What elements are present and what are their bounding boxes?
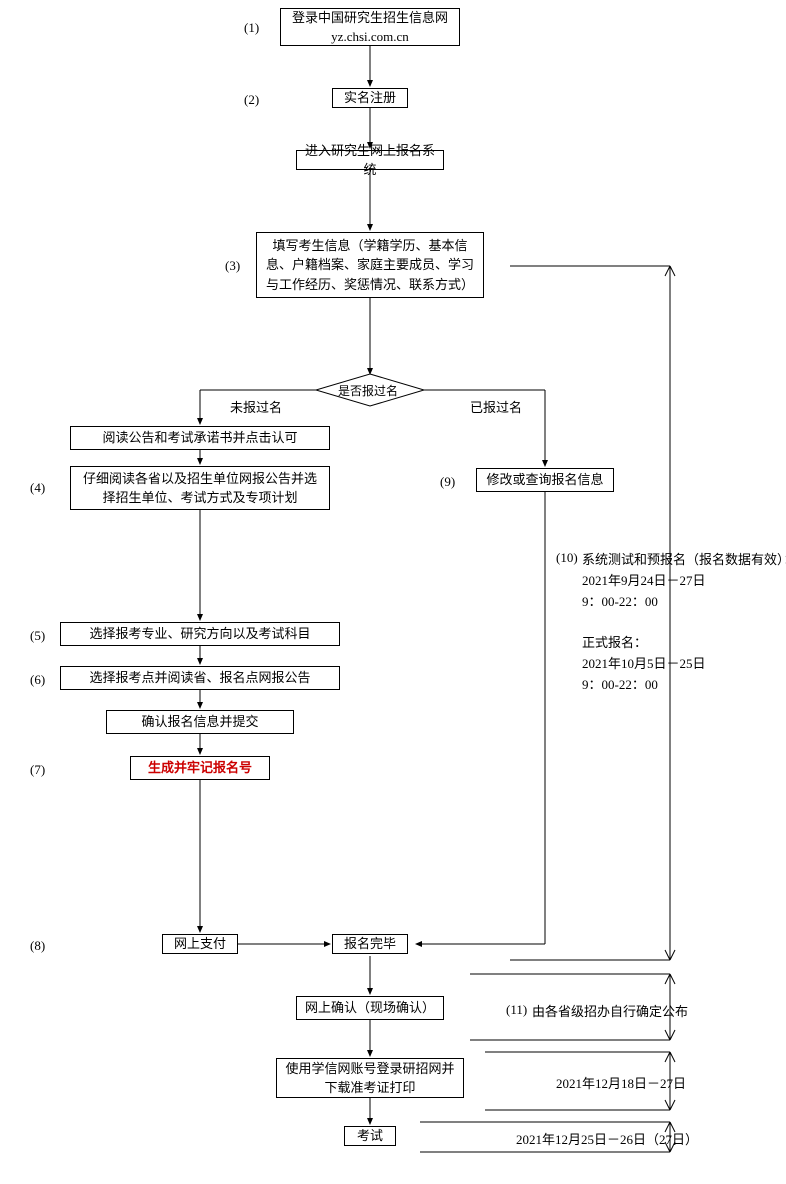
node-generate-number-text: 生成并牢记报名号 xyxy=(148,758,252,778)
step-num-10: (10) xyxy=(556,550,578,566)
node-read-province-text: 仔细阅读各省以及招生单位网报公告并选择招生单位、考试方式及专项计划 xyxy=(79,469,321,508)
step-num-2: (2) xyxy=(244,92,259,108)
node-modify-query: 修改或查询报名信息 xyxy=(476,468,614,492)
step-num-9: (9) xyxy=(440,474,455,490)
branch-right-label: 已报过名 xyxy=(470,398,522,419)
branch-left-label: 未报过名 xyxy=(230,398,282,419)
step-num-6: (6) xyxy=(30,672,45,688)
node-enter-system: 进入研究生网上报名系统 xyxy=(296,150,444,170)
node-fill-info-text: 填写考生信息（学籍学历、基本信息、户籍档案、家庭主要成员、学习与工作经历、奖惩情… xyxy=(265,236,475,295)
node-exam: 考试 xyxy=(344,1126,396,1146)
decision-text: 是否报过名 xyxy=(338,384,398,398)
node-generate-number: 生成并牢记报名号 xyxy=(130,756,270,780)
node-login-text2: yz.chsi.com.cn xyxy=(331,29,409,44)
node-download-cert: 使用学信网账号登录研招网并下载准考证打印 xyxy=(276,1058,464,1098)
node-registration-done: 报名完毕 xyxy=(332,934,408,954)
node-select-exam-point-text: 选择报考点并阅读省、报名点网报公告 xyxy=(89,668,310,688)
node-read-notice: 阅读公告和考试承诺书并点击认可 xyxy=(70,426,330,450)
node-confirm-submit-text: 确认报名信息并提交 xyxy=(141,712,258,732)
node-registration-done-text: 报名完毕 xyxy=(344,934,396,954)
annotation-13: 2021年12月25日－26日（27日） xyxy=(516,1130,698,1151)
annotation-10: 系统测试和预报名（报名数据有效）： 2021年9月24日－27日 9：00-22… xyxy=(582,550,786,696)
node-exam-text: 考试 xyxy=(357,1126,383,1146)
node-select-major: 选择报考专业、研究方向以及考试科目 xyxy=(60,622,340,646)
node-download-cert-text: 使用学信网账号登录研招网并下载准考证打印 xyxy=(285,1059,455,1098)
decision-label: 是否报过名 xyxy=(338,382,398,401)
step-num-3: (3) xyxy=(225,258,240,274)
node-online-confirm: 网上确认（现场确认） xyxy=(296,996,444,1020)
annotation-12: 2021年12月18日－27日 xyxy=(556,1074,686,1095)
node-register: 实名注册 xyxy=(332,88,408,108)
node-login-text1: 登录中国研究生招生信息网 xyxy=(292,10,448,25)
step-num-1: (1) xyxy=(244,20,259,36)
annotation-11: 由各省级招办自行确定公布 xyxy=(532,1002,688,1023)
node-online-confirm-text: 网上确认（现场确认） xyxy=(305,998,435,1018)
step-num-5: (5) xyxy=(30,628,45,644)
node-pay-online-text: 网上支付 xyxy=(174,934,226,954)
node-register-text: 实名注册 xyxy=(344,88,396,108)
node-pay-online: 网上支付 xyxy=(162,934,238,954)
node-login: 登录中国研究生招生信息网 yz.chsi.com.cn xyxy=(280,8,460,46)
node-enter-system-text: 进入研究生网上报名系统 xyxy=(305,141,435,180)
node-read-province: 仔细阅读各省以及招生单位网报公告并选择招生单位、考试方式及专项计划 xyxy=(70,466,330,510)
node-confirm-submit: 确认报名信息并提交 xyxy=(106,710,294,734)
node-select-exam-point: 选择报考点并阅读省、报名点网报公告 xyxy=(60,666,340,690)
node-modify-query-text: 修改或查询报名信息 xyxy=(486,470,603,490)
node-read-notice-text: 阅读公告和考试承诺书并点击认可 xyxy=(102,428,297,448)
node-select-major-text: 选择报考专业、研究方向以及考试科目 xyxy=(89,624,310,644)
step-num-11: (11) xyxy=(506,1002,527,1018)
step-num-4: (4) xyxy=(30,480,45,496)
step-num-8: (8) xyxy=(30,938,45,954)
node-fill-info: 填写考生信息（学籍学历、基本信息、户籍档案、家庭主要成员、学习与工作经历、奖惩情… xyxy=(256,232,484,298)
step-num-7: (7) xyxy=(30,762,45,778)
